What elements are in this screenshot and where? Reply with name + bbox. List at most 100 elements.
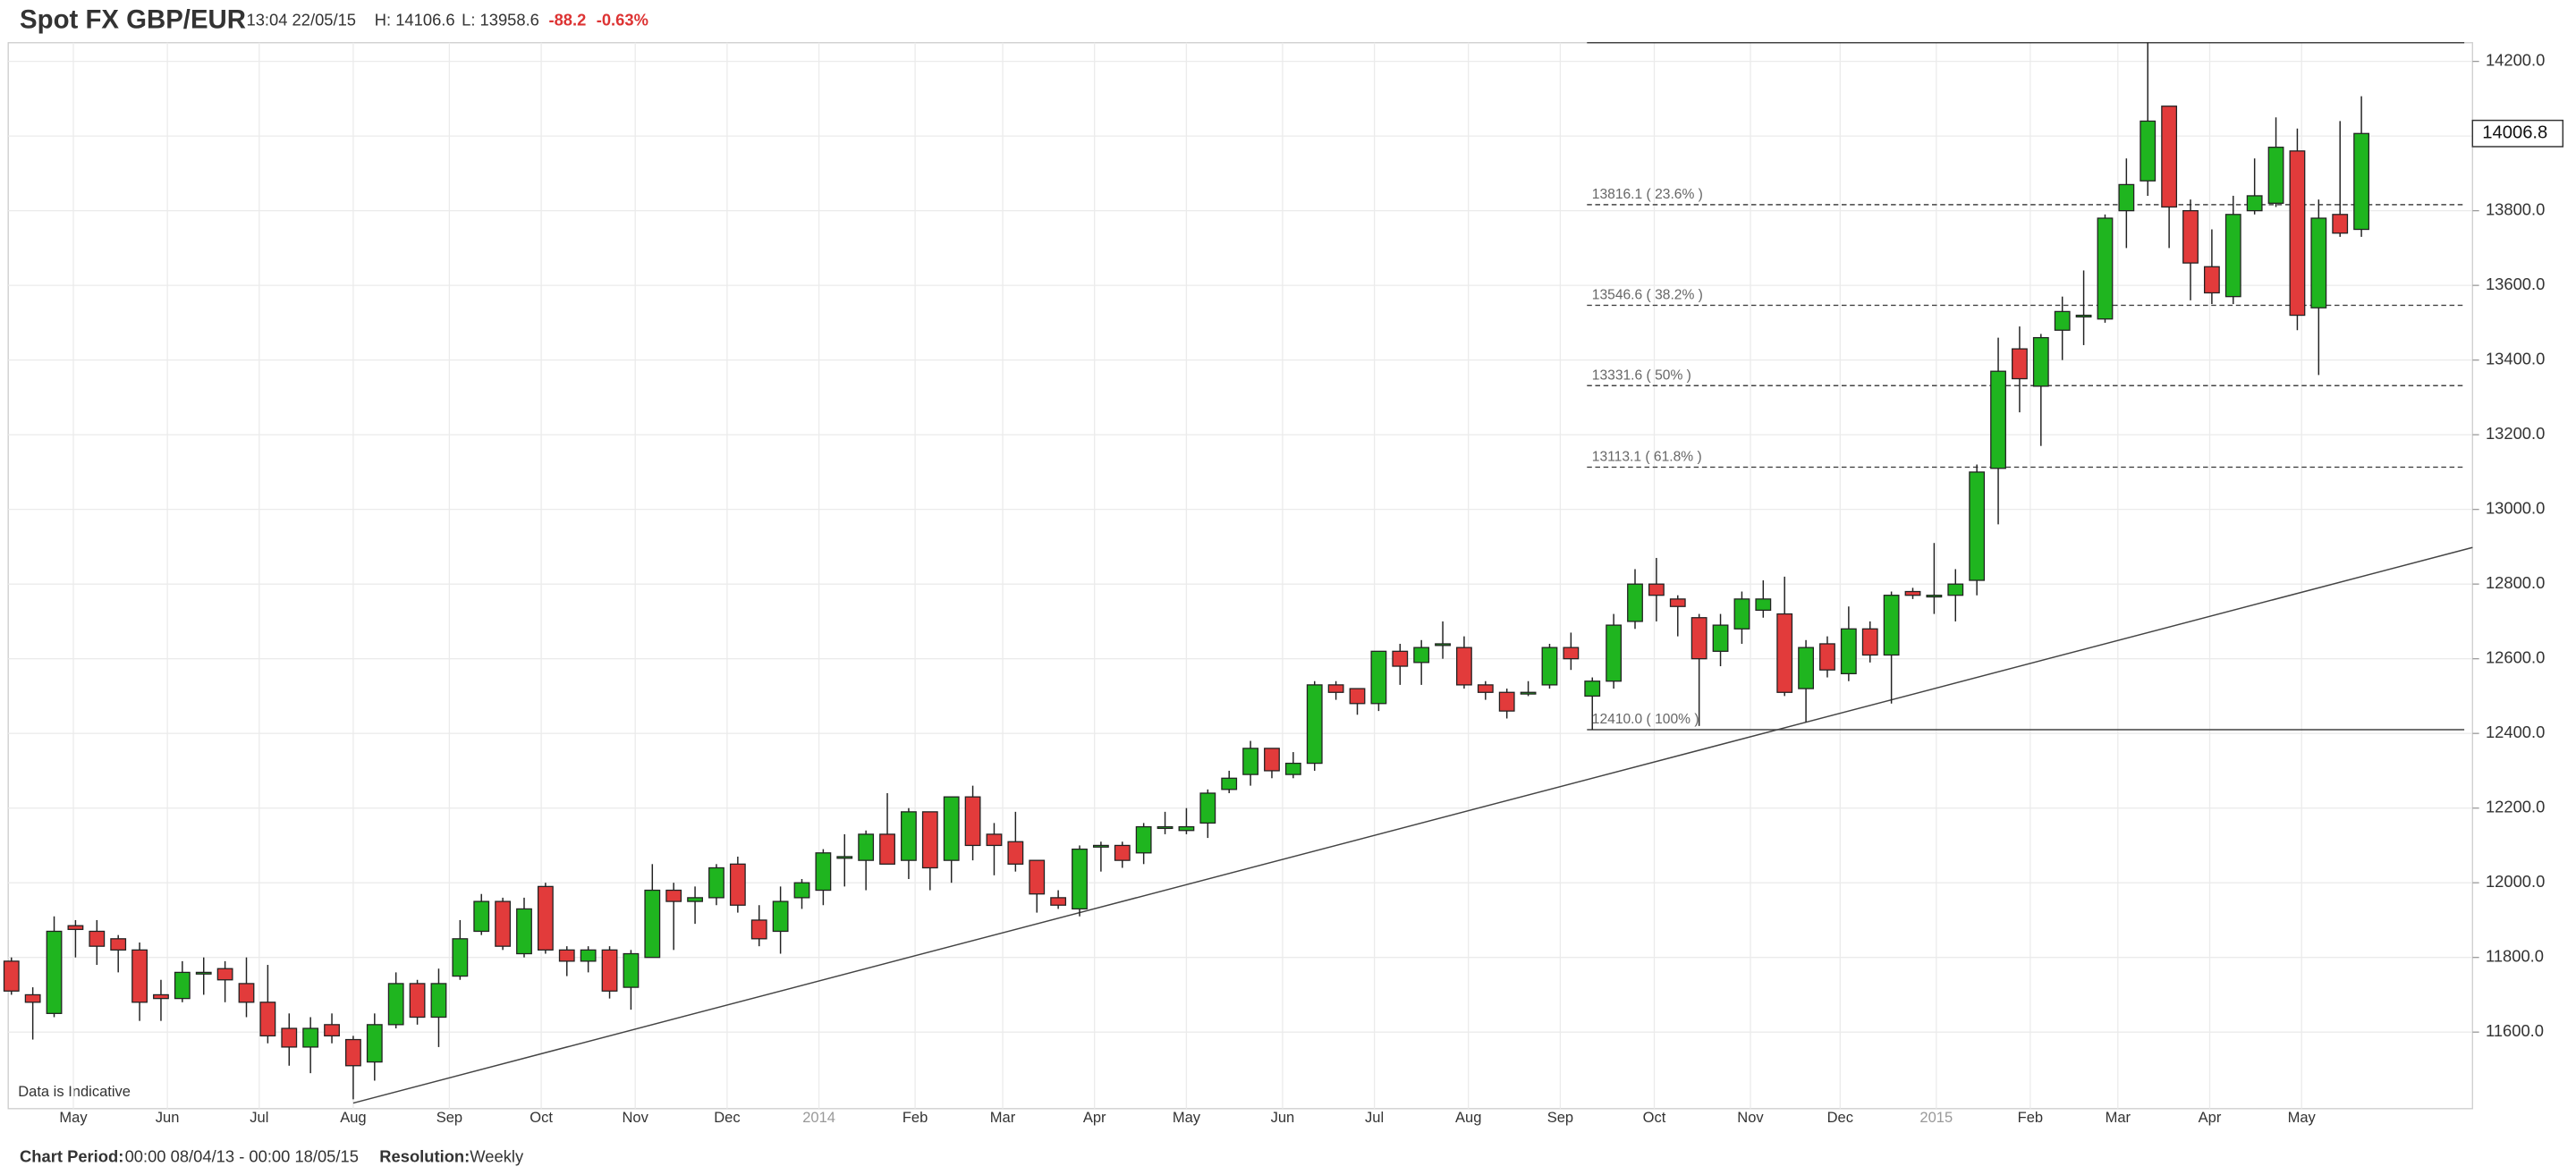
candle-body: [708, 866, 724, 899]
candle-body: [131, 949, 148, 1003]
candle-body: [2032, 336, 2049, 387]
fib-label: 13816.1 ( 23.6% ): [1592, 187, 1703, 202]
candle-body: [2353, 132, 2369, 231]
candle-body: [901, 811, 917, 861]
candle-body: [516, 908, 532, 955]
candle-body: [2140, 120, 2157, 182]
candle-body: [1498, 691, 1515, 712]
candle-body: [1072, 848, 1088, 910]
candle-body: [1221, 777, 1238, 790]
x-tick-label: Dec: [1827, 1109, 1853, 1126]
candle-body: [1883, 595, 1900, 656]
candle-body: [366, 1024, 383, 1063]
candle-body: [1755, 598, 1772, 612]
candle-body: [986, 833, 1003, 847]
candle-body: [2012, 348, 2028, 380]
x-tick-label: Jun: [156, 1109, 180, 1126]
x-tick-label: Aug: [1455, 1109, 1481, 1126]
candle-body: [858, 833, 875, 861]
candle-body: [1327, 684, 1344, 693]
candle-body: [409, 983, 426, 1019]
candle-body: [1861, 628, 1878, 656]
candle-body: [46, 930, 63, 1014]
change-pct: -0.63%: [597, 11, 648, 30]
fib-label: 13331.6 ( 50% ): [1592, 368, 1691, 383]
candle-body: [1926, 595, 1943, 598]
candle-body: [110, 938, 127, 951]
candle-body: [1627, 583, 1643, 622]
x-tick-label: Apr: [2199, 1109, 2222, 1126]
candle-body: [921, 811, 938, 869]
candle-body: [1904, 590, 1921, 596]
candle-body: [1840, 628, 1857, 675]
y-tick-label: 12800.0: [2486, 573, 2545, 592]
x-tick-label: Oct: [1643, 1109, 1666, 1126]
candle-body: [601, 949, 618, 992]
candle-body: [281, 1027, 298, 1048]
candle-body: [24, 993, 41, 1003]
plot-frame: [7, 42, 2473, 1110]
candle-body: [836, 856, 853, 859]
candle-body: [580, 949, 597, 962]
candle-body: [2224, 214, 2241, 298]
high: H: 14106.6: [375, 11, 455, 30]
note: Data is Indicative: [18, 1083, 131, 1100]
low: L: 13958.6: [462, 11, 539, 30]
y-tick-label: 13800.0: [2486, 199, 2545, 218]
candle-body: [67, 925, 84, 931]
candle-body: [1199, 792, 1216, 824]
x-tick-label: Mar: [2106, 1109, 2131, 1126]
trendline: [352, 546, 2473, 1104]
candle-body: [387, 983, 404, 1026]
candle-body: [174, 971, 191, 1000]
candle-body: [1178, 825, 1195, 832]
candle-body: [2182, 209, 2199, 264]
candle-body: [943, 796, 960, 861]
price-tag-label: 14006.8: [2482, 123, 2547, 143]
candle-body: [2054, 310, 2071, 331]
candle-body: [750, 919, 767, 940]
x-tick-label: May: [1173, 1109, 1201, 1126]
candle-body: [2332, 214, 2349, 234]
candle-body: [665, 889, 682, 902]
candle-body: [1776, 613, 1793, 693]
y-tick-label: 13000.0: [2486, 499, 2545, 518]
candle-body: [1264, 748, 1280, 772]
candle-body: [2075, 314, 2092, 318]
x-tick-label: Sep: [436, 1109, 462, 1126]
x-tick-label: Jun: [1271, 1109, 1295, 1126]
candle-body: [1947, 583, 1964, 596]
candle-body: [1306, 684, 1323, 765]
candle-body: [1477, 684, 1494, 693]
candle-body: [1819, 643, 1835, 671]
candle-body: [2310, 217, 2327, 309]
title: Spot FX GBP/EUR: [20, 5, 246, 35]
candle-body: [2097, 217, 2114, 320]
candle-body: [537, 885, 554, 951]
candle-body: [1712, 624, 1729, 652]
candle-body: [2203, 266, 2220, 294]
candle-body: [1606, 624, 1623, 682]
candle-body: [324, 1024, 340, 1037]
candle-body: [1349, 688, 1366, 705]
candle-body: [2289, 150, 2306, 317]
x-tick-label: Apr: [1083, 1109, 1106, 1126]
candle-body: [1413, 647, 1430, 664]
candle-body: [1990, 370, 2006, 469]
candle-body: [1969, 471, 1986, 581]
x-tick-label: Dec: [714, 1109, 740, 1126]
candle-body: [89, 930, 106, 947]
candle-body: [1520, 691, 1537, 695]
x-tick-label: 2015: [1919, 1109, 1953, 1126]
x-tick-label: Nov: [1737, 1109, 1764, 1126]
candle-body: [452, 938, 469, 977]
candle-body: [964, 796, 981, 847]
x-tick-label: May: [2288, 1109, 2317, 1126]
period-label: Chart Period:: [20, 1147, 123, 1166]
x-tick-label: 2014: [802, 1109, 835, 1126]
candle-body: [1733, 598, 1750, 630]
candle-body: [1798, 647, 1814, 689]
candle-body: [1135, 825, 1152, 854]
candle-body: [1284, 762, 1301, 775]
